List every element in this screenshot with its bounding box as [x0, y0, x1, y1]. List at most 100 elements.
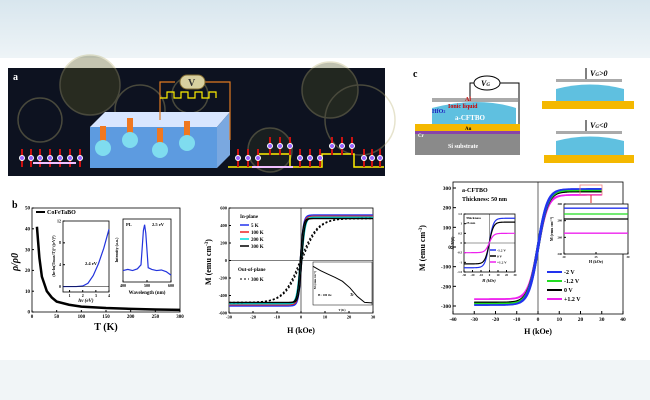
y-tick-label: 8	[59, 240, 61, 245]
inset-x-label: H (kOe)	[589, 259, 604, 264]
ionic-liquid-label: Ionic liquid	[448, 104, 478, 110]
y-tick-label: -200	[441, 284, 451, 290]
x-tick-label: -30	[471, 317, 479, 323]
x-axis-label: H (kOe)	[287, 326, 315, 335]
legend-label: 5 K	[251, 224, 259, 229]
x-tick-label: 100	[78, 315, 86, 320]
electron-dot	[297, 155, 303, 161]
x-tick-label: 200	[127, 315, 135, 320]
x-tick-label: 25	[595, 255, 599, 259]
y-tick-label: 0	[461, 241, 463, 245]
legend-label: 0 V	[497, 255, 503, 259]
x-tick-label: 250	[152, 315, 160, 320]
y-tick-label: -600	[219, 311, 228, 316]
y-tick-label: -1	[460, 260, 463, 264]
y-tick-label: 30	[25, 248, 31, 253]
y-tick-label: 4	[59, 262, 61, 267]
y-tick-label: 0	[448, 245, 451, 251]
electron-dot	[339, 143, 345, 149]
x-tick-label: 20	[563, 255, 567, 259]
x-tick-label: 10	[497, 273, 501, 277]
y-tick-label: 12	[57, 218, 61, 223]
inset-label: 25 nm	[466, 221, 475, 225]
legend-label: +1.2 V	[564, 297, 581, 303]
series-line	[463, 232, 516, 254]
panel-c-schematic: c VG Al Ionic liquid HfO2 a-CFTBO Au Cr …	[413, 68, 634, 163]
legend-title: Out-of-plane	[238, 268, 266, 273]
electron-dot	[245, 155, 251, 161]
y-axis-label: (hν·ln(Tmax/T))² ((eV)²)	[51, 235, 56, 277]
x-axis-label: Wavelength (nm)	[129, 291, 166, 296]
inset-y-label: M (emu cm⁻³)	[549, 216, 554, 241]
electron-dot	[277, 143, 283, 149]
x-tick-label: -20	[471, 273, 475, 277]
spin-arrows	[19, 118, 383, 167]
inset-legend: H↓ 100 Oe	[318, 293, 332, 297]
inset-x-label: T (K)	[338, 308, 345, 312]
y-tick-label: -100	[441, 265, 451, 271]
x-axis-label: T (K)	[94, 322, 117, 333]
chart-hysteresis-b: -30 -20 -10 0 10 20 30 -600 -400 -200 0 200 400 600 In…	[204, 206, 376, 336]
y-axis-label: M (emu cm-3)	[418, 225, 427, 271]
legend-title: In-plane	[240, 215, 259, 220]
x-tick-label: -10	[274, 315, 281, 320]
legend-label: 300 K	[251, 245, 264, 250]
y-axis-label: Intensity (a.u.)	[114, 237, 119, 263]
electron-dot	[235, 155, 241, 161]
x-tick-label: 0	[537, 317, 540, 323]
x-tick-label: 20	[578, 317, 584, 323]
x-tick-label: 4	[108, 293, 110, 298]
electron-dot	[255, 155, 261, 161]
y-tick-label: -400	[219, 293, 228, 298]
magnetic-ion	[122, 132, 138, 148]
electron-dot	[47, 155, 53, 161]
chart-hysteresis-c: -40 -30 -20 -10 0 10 20 30 40-300-200-1000100200…	[418, 181, 631, 336]
svg-text:VG<0: VG<0	[590, 121, 608, 130]
voltmeter-icon	[179, 74, 206, 90]
electron-dot	[28, 155, 34, 161]
legend-label: +1.2 V	[497, 261, 507, 265]
legend-label: -2 V	[564, 270, 575, 276]
panel-label-c: c	[413, 69, 418, 80]
y-tick-label: 300	[443, 186, 452, 192]
inset-y-label: M (emu cm⁻³)	[313, 271, 317, 289]
panel-a: a V	[8, 54, 396, 176]
electron-dot	[287, 143, 293, 149]
inset-line	[312, 265, 373, 304]
x-tick-label: 150	[102, 315, 110, 320]
annotation: Thickness: 50 nm	[462, 197, 507, 203]
electron-dot	[377, 155, 383, 161]
x-axis-label: hν (eV)	[78, 299, 93, 304]
series-line	[229, 217, 373, 304]
x-tick-label: 10	[557, 317, 563, 323]
y-tick-label: -0.5	[457, 251, 462, 255]
x-tick-label: 50	[54, 315, 60, 320]
bottom-band	[0, 360, 650, 400]
inset-photoluminescence: 400 500 600 PL 2.5 eV Wavelength (nm) Intensit…	[114, 218, 174, 296]
series-line	[35, 226, 181, 312]
x-tick-label: 500	[144, 283, 150, 288]
x-tick-label: 400	[120, 283, 126, 288]
device-negative-gate: VG<0	[544, 120, 634, 163]
legend-label: -1.2 V	[564, 279, 580, 285]
x-tick-label: 30	[627, 255, 631, 259]
x-tick-label: -10	[513, 317, 521, 323]
legend-label: CoFeTaBO	[47, 210, 76, 216]
annotation: 2.5 eV	[152, 222, 165, 227]
series-line	[122, 224, 172, 276]
y-tick-label: 280	[558, 219, 563, 223]
top-band	[0, 0, 650, 58]
electron-dot	[267, 143, 273, 149]
y-axis-label: M (emu cm-3)	[204, 239, 213, 285]
legend-label: 0 V	[564, 288, 573, 294]
x-tick-label: -20	[492, 317, 500, 323]
inset-annotation: Tc	[350, 292, 354, 297]
series-line	[474, 188, 602, 306]
electron-dot	[67, 155, 73, 161]
y-tick-label: 600	[220, 206, 228, 211]
y-axis-label: ρ/ρ0	[10, 253, 21, 272]
x-tick-label: -30	[226, 315, 233, 320]
y-tick-label: 400	[220, 223, 228, 228]
svg-text:VG>0: VG>0	[590, 69, 608, 78]
